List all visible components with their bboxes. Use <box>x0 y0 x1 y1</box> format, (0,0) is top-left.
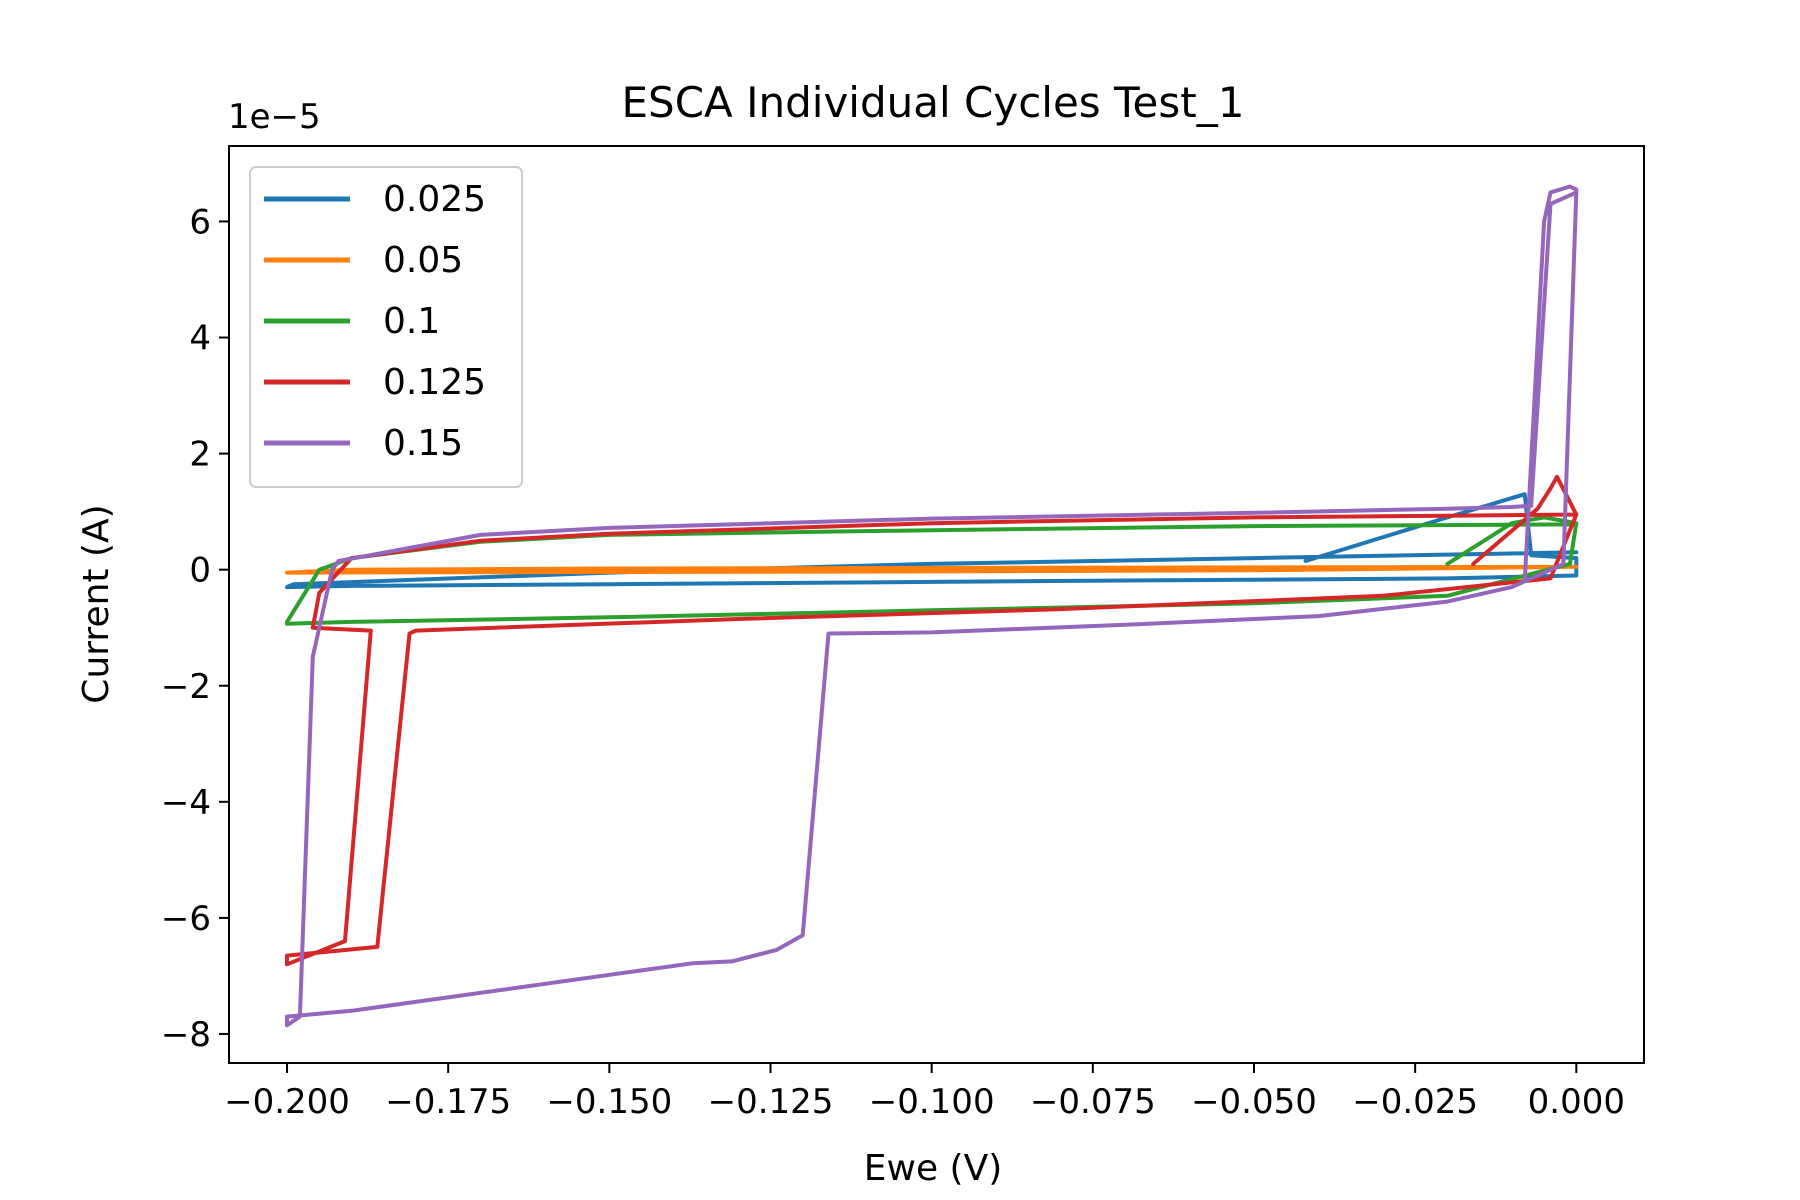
legend-box <box>249 166 523 488</box>
x-tick-label: −0.150 <box>546 1082 672 1122</box>
y-tick-label: −4 <box>161 783 211 823</box>
series-line-0.15 <box>285 184 1579 1028</box>
y-tick-label: 4 <box>189 319 211 359</box>
legend-label-0.125: 0.125 <box>383 362 486 403</box>
x-tick-label: −0.200 <box>224 1082 350 1122</box>
y-tick-label: 0 <box>189 551 211 591</box>
y-tick-label: −2 <box>161 667 211 707</box>
series-line-0.05 <box>285 564 1579 575</box>
x-tick-label: −0.100 <box>869 1082 995 1122</box>
y-axis-label: Current (A) <box>76 504 117 703</box>
legend-label-0.025: 0.025 <box>383 179 486 220</box>
y-offset-label: 1e−5 <box>228 97 321 137</box>
y-axis: −8 −6 −4 −2 0 2 4 6 <box>161 202 229 1055</box>
y-tick-label: −6 <box>161 899 211 939</box>
y-tick-label: −8 <box>161 1015 211 1055</box>
y-tick-label: 6 <box>189 202 211 242</box>
x-tick-label: −0.175 <box>385 1082 511 1122</box>
legend: 0.025 0.05 0.1 0.125 0.15 <box>249 166 523 488</box>
x-tick-label: 0.000 <box>1528 1082 1625 1122</box>
y-tick-label: 2 <box>189 435 211 475</box>
legend-label-0.1: 0.1 <box>383 301 440 342</box>
legend-label-0.05: 0.05 <box>383 240 463 281</box>
x-tick-label: −0.125 <box>708 1082 834 1122</box>
x-tick-label: −0.025 <box>1352 1082 1478 1122</box>
series-line-0.125 <box>285 474 1579 967</box>
legend-label-0.15: 0.15 <box>383 423 463 464</box>
x-axis-label: Ewe (V) <box>864 1148 1003 1189</box>
x-axis: −0.200 −0.175 −0.150 −0.125 −0.100 −0.075 −0.0… <box>224 1063 1625 1122</box>
x-tick-label: −0.075 <box>1030 1082 1156 1122</box>
chart-title: ESCA Individual Cycles Test_1 <box>622 78 1245 127</box>
x-tick-label: −0.050 <box>1191 1082 1317 1122</box>
series-layer <box>285 184 1579 1028</box>
plot-frame <box>228 145 1645 1064</box>
